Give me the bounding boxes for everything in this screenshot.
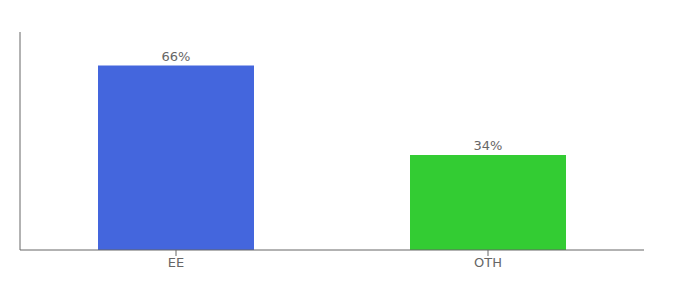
svg-text:EE: EE [168,255,184,270]
svg-text:OTH: OTH [474,255,502,270]
svg-text:34%: 34% [474,138,503,153]
svg-text:66%: 66% [162,49,191,64]
